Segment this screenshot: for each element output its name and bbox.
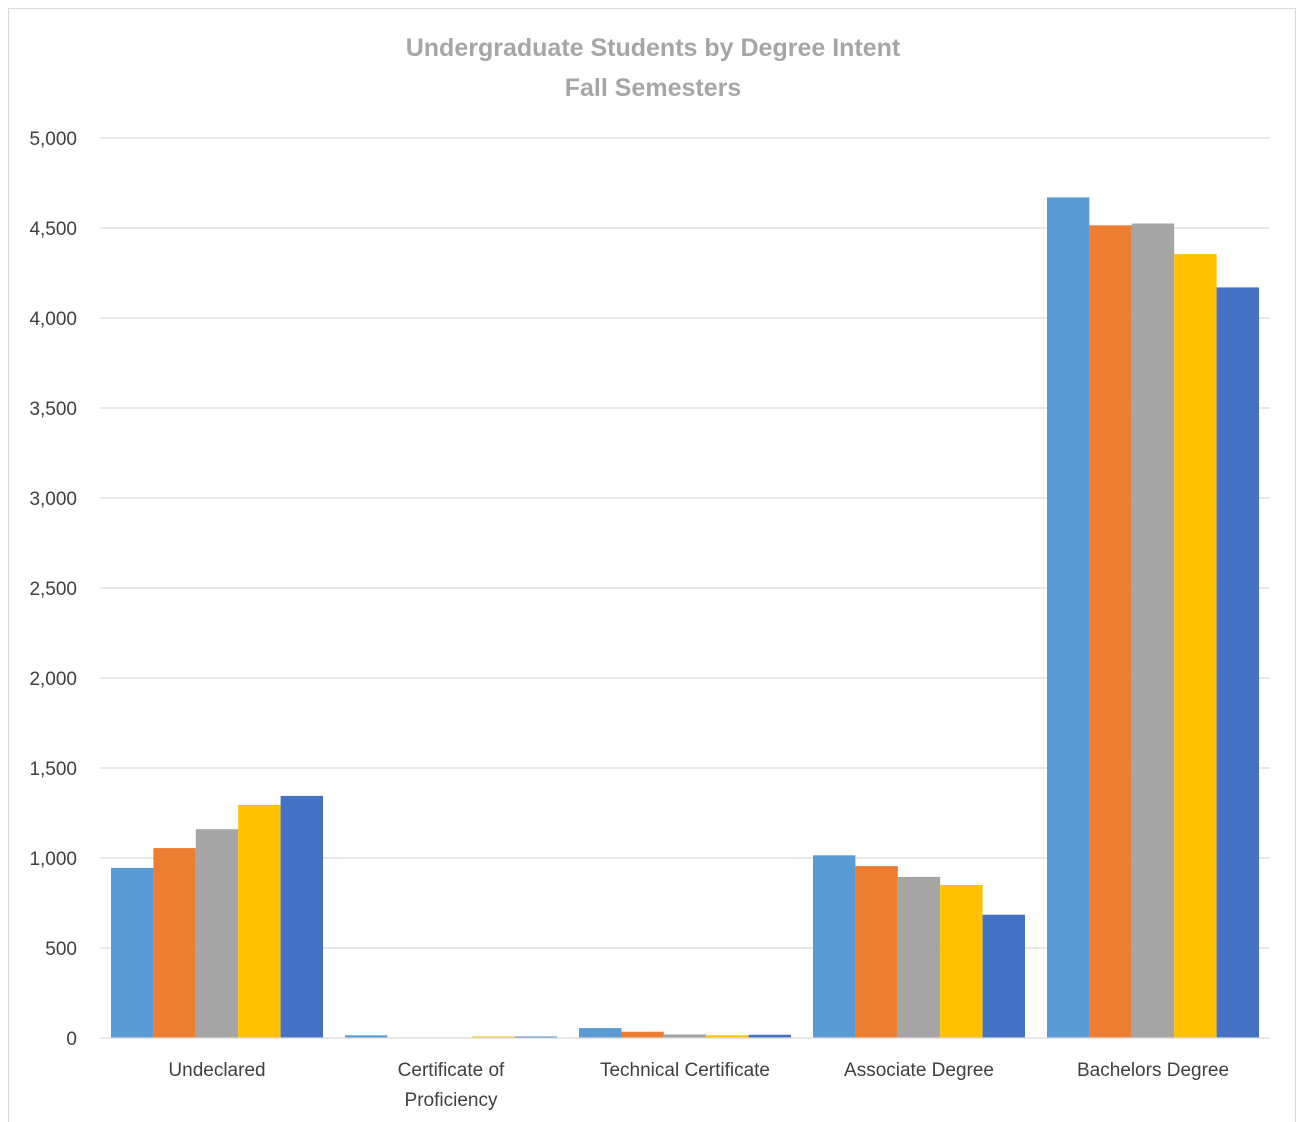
bar xyxy=(813,855,856,1038)
y-axis-ticks: 0 500 1,000 1,500 2,000 2,500 3,000 3,500 4,000 4… xyxy=(29,129,77,1050)
bar xyxy=(1089,225,1132,1039)
x-category-label: Proficiency xyxy=(405,1090,498,1111)
bar xyxy=(153,848,196,1038)
bar xyxy=(940,885,983,1038)
y-tick-label: 3,000 xyxy=(29,489,77,510)
chart-title: Undergraduate Students by Degree Intent xyxy=(406,34,901,62)
bar xyxy=(280,795,323,1038)
x-category-label: Technical Certificate xyxy=(600,1060,770,1081)
bar xyxy=(748,1034,791,1038)
x-category-label: Associate Degree xyxy=(844,1060,994,1081)
y-tick-label: 500 xyxy=(45,939,77,960)
bar xyxy=(238,804,281,1038)
bar xyxy=(706,1035,749,1038)
y-tick-label: 4,000 xyxy=(29,309,77,330)
x-axis-categories: Undeclared Certificate of Proficiency Techn… xyxy=(168,1060,1229,1111)
y-tick-label: 3,500 xyxy=(29,399,77,420)
x-category-label: Bachelors Degree xyxy=(1077,1060,1229,1081)
bar xyxy=(514,1036,557,1038)
bar xyxy=(1131,223,1175,1038)
bar xyxy=(472,1036,515,1038)
y-tick-label: 5,000 xyxy=(29,129,77,150)
y-tick-label: 0 xyxy=(66,1029,77,1050)
y-tick-label: 2,000 xyxy=(29,669,77,690)
chart-subtitle: Fall Semesters xyxy=(565,74,742,102)
bars xyxy=(111,197,1259,1039)
bar xyxy=(1216,287,1259,1038)
x-category-label: Undeclared xyxy=(168,1060,265,1081)
bar xyxy=(111,867,154,1038)
bar xyxy=(621,1031,664,1038)
bar xyxy=(982,914,1025,1038)
bar xyxy=(1174,254,1217,1039)
bar xyxy=(663,1034,707,1038)
bar xyxy=(195,829,239,1038)
y-tick-label: 2,500 xyxy=(29,579,77,600)
y-tick-label: 1,000 xyxy=(29,849,77,870)
bar xyxy=(855,866,898,1038)
bar xyxy=(1047,197,1090,1038)
y-tick-label: 4,500 xyxy=(29,219,77,240)
y-tick-label: 1,500 xyxy=(29,759,77,780)
bar xyxy=(579,1028,622,1038)
x-category-label: Certificate of xyxy=(398,1060,505,1081)
bar xyxy=(345,1035,388,1038)
bar xyxy=(897,876,941,1038)
